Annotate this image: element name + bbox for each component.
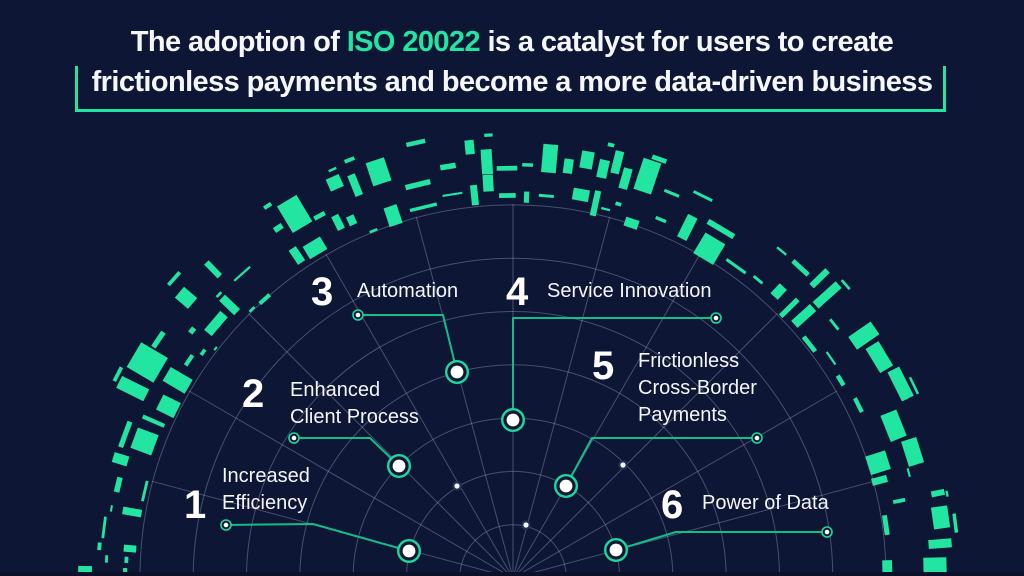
connector-item-6 [615, 531, 827, 551]
grid-intersection-dot-3 [618, 460, 628, 470]
grid-node-5 [554, 474, 579, 499]
item-number-2: 2 [242, 372, 265, 416]
title-iso-highlight: ISO 20022 [346, 26, 481, 58]
item-number-3: 3 [311, 270, 334, 314]
connector-dot-4 [710, 312, 722, 324]
grid-node-6 [604, 538, 629, 563]
item-label-enhanced-client-process: Enhanced Client Process [290, 379, 419, 428]
connector-lines [225, 314, 827, 552]
item-label-automation: Automation [357, 280, 459, 302]
connector-dot-3 [352, 309, 364, 321]
grid-node-4 [501, 408, 526, 433]
item-number-5: 5 [592, 344, 615, 388]
title-line1-post: is a catalyst for users to create [479, 26, 894, 58]
decorative-data-ring [78, 133, 959, 576]
item-number-1: 1 [184, 483, 207, 527]
bottom-edge-strip [0, 572, 1024, 576]
title-line1: The adoption of ISO 20022 is a catalyst … [0, 22, 1024, 62]
page-title: The adoption of ISO 20022 is a catalyst … [0, 22, 1024, 102]
connector-item-3 [358, 314, 458, 373]
connector-item-1 [225, 523, 410, 552]
connector-item-5 [565, 437, 757, 487]
item-label-service-innovation: Service Innovation [547, 280, 712, 302]
connector-item-4 [512, 317, 716, 420]
title-bracket [75, 66, 946, 112]
grid-intersection-dot-1 [452, 481, 462, 491]
item-label-frictionless-cross-border-payments: Frictionless Cross-Border Payments [638, 350, 757, 426]
title-line2: frictionless payments and become a more … [91, 66, 933, 98]
grid-intersection-dot-2 [521, 520, 531, 530]
grid-node-3 [445, 360, 470, 385]
grid-node-1 [397, 539, 422, 564]
grid-node-2 [387, 454, 412, 479]
connector-item-2 [294, 437, 400, 467]
item-number-4: 4 [506, 270, 529, 314]
connector-dot-5 [751, 432, 763, 444]
connector-dot-1 [220, 519, 232, 531]
connector-dot-2 [288, 432, 300, 444]
connector-dot-6 [821, 526, 833, 538]
nodes-and-dots [220, 309, 833, 564]
item-label-increased-efficiency: Increased Efficiency [222, 465, 310, 514]
item-label-power-of-data: Power of Data [702, 492, 829, 514]
item-number-6: 6 [661, 483, 684, 527]
title-line1-pre: The adoption of [130, 26, 347, 58]
